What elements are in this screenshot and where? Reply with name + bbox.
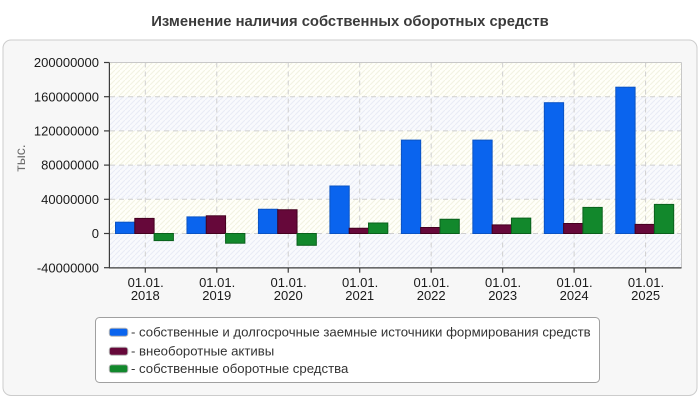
svg-text:2022: 2022 (417, 288, 446, 303)
svg-text:01.01.: 01.01. (414, 275, 450, 290)
svg-text:0: 0 (92, 226, 99, 241)
svg-text:01.01.: 01.01. (128, 275, 164, 290)
svg-text:2023: 2023 (488, 288, 517, 303)
svg-text:40000000: 40000000 (41, 192, 99, 207)
svg-text:200000000: 200000000 (34, 55, 99, 70)
svg-text:тыс.: тыс. (12, 144, 28, 171)
svg-text:01.01.: 01.01. (485, 275, 521, 290)
svg-text:2021: 2021 (345, 288, 374, 303)
svg-text:01.01.: 01.01. (628, 275, 664, 290)
svg-text:- собственные оборотные средст: - собственные оборотные средства (131, 361, 349, 376)
svg-text:01.01.: 01.01. (199, 275, 235, 290)
svg-text:2025: 2025 (631, 288, 660, 303)
svg-text:2018: 2018 (131, 288, 160, 303)
svg-text:01.01.: 01.01. (556, 275, 592, 290)
svg-text:- внеоборотные активы: - внеоборотные активы (131, 344, 274, 359)
svg-text:80000000: 80000000 (41, 158, 99, 173)
svg-text:2020: 2020 (274, 288, 303, 303)
svg-text:- собственные и долгосрочные з: - собственные и долгосрочные заемные ист… (131, 325, 591, 340)
svg-text:160000000: 160000000 (34, 89, 99, 104)
svg-text:01.01.: 01.01. (271, 275, 307, 290)
svg-text:01.01.: 01.01. (342, 275, 378, 290)
svg-text:Изменение наличия собственных: Изменение наличия собственных оборотных … (151, 14, 548, 30)
svg-text:-40000000: -40000000 (37, 260, 99, 275)
svg-text:120000000: 120000000 (34, 124, 99, 139)
svg-text:2024: 2024 (560, 288, 589, 303)
svg-text:2019: 2019 (202, 288, 231, 303)
